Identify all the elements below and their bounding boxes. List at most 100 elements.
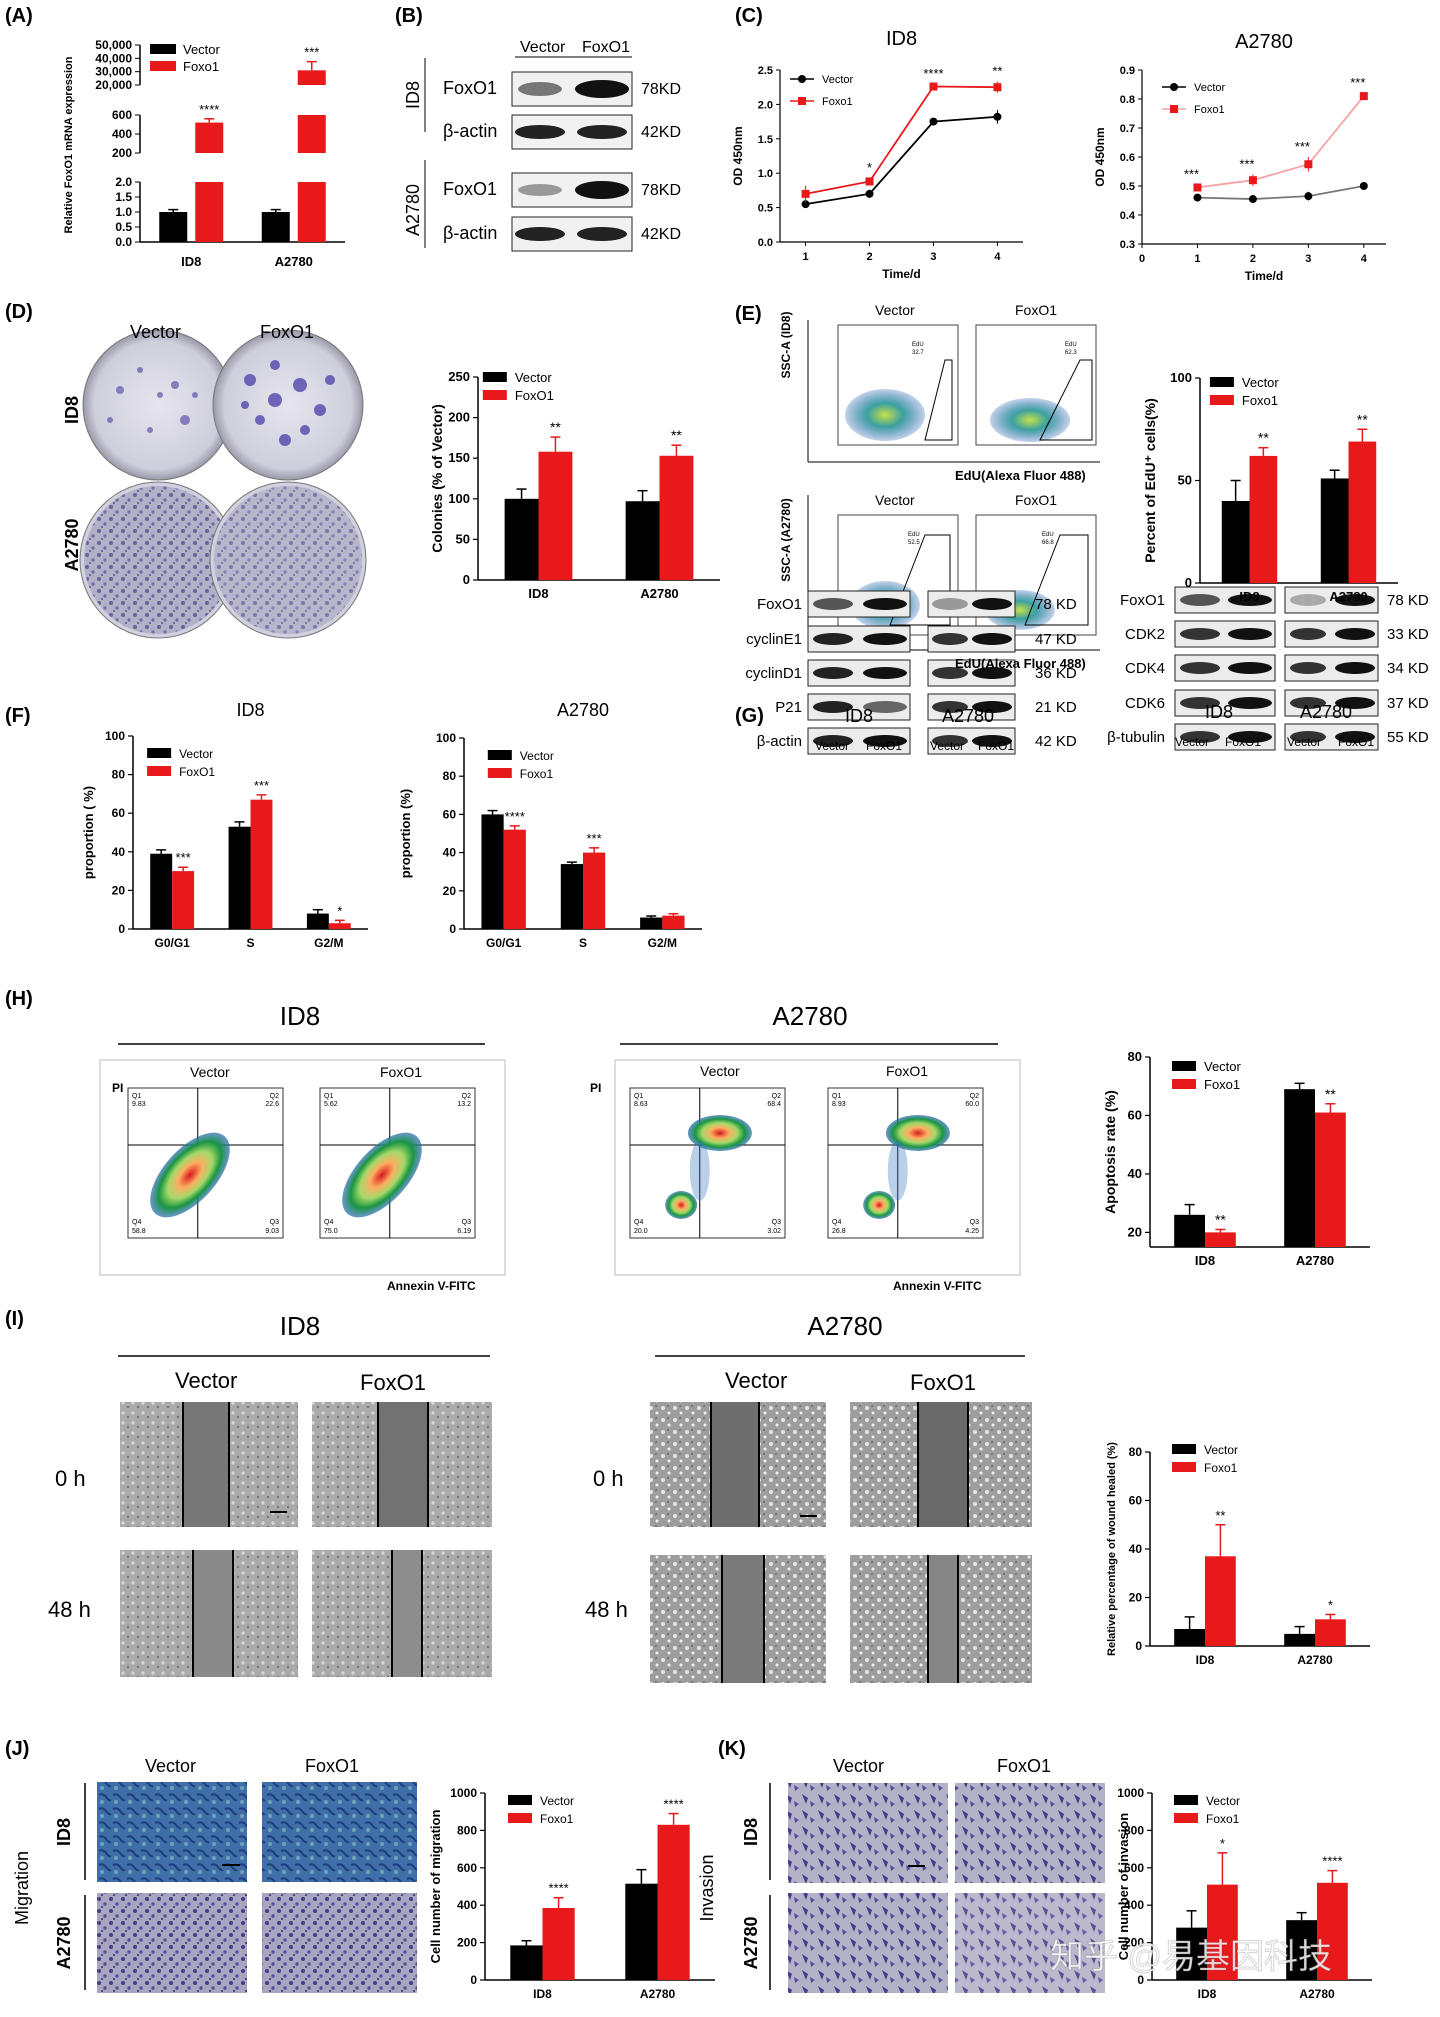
h-xaxis-1: Annexin V-FITC [387, 1279, 476, 1293]
legend-label: Vector [1204, 1059, 1242, 1074]
y-tick-label: 40 [1129, 1542, 1143, 1556]
legend-label: Foxo1 [822, 96, 853, 108]
panel-d-labels: Vector FoxO1 ID8 A2780 [62, 322, 314, 572]
y-axis-label: Relative FoxO1 mRNA expression [63, 56, 75, 233]
point-foxo1 [1248, 176, 1257, 185]
x-tick-label: 0 [1139, 253, 1145, 265]
bar-vector-id8 [159, 212, 188, 242]
legend-swatch-foxo1 [1209, 395, 1234, 405]
y-axis-label: Cell number of migration [428, 1810, 443, 1964]
chart-title: A2780 [1235, 31, 1293, 53]
y-tick-label: 100 [448, 491, 470, 506]
y-tick-label: 200 [457, 1936, 477, 1950]
significance-mark: *** [1295, 139, 1310, 154]
chart-F1: 0 20 40 60 80 100 *** G0/G1 *** S * G2/M ID8 Vector Fo… [81, 700, 368, 950]
h-quadrant-label: 60.0 [965, 1101, 979, 1108]
e-header-foxo1-2: FoxO1 [1015, 492, 1057, 508]
bar-vector-id8 [1176, 1927, 1207, 1980]
legend-label: Vector [1206, 1794, 1240, 1808]
y-tick-label: 600 [112, 108, 132, 122]
g-band-label: P21 [775, 699, 802, 716]
y-tick-label: 600 [457, 1861, 477, 1875]
i-title-a2780: A2780 [807, 1311, 882, 1341]
e-gate-value-2: 62.3 [1065, 350, 1077, 356]
y-tick-label: 40 [443, 846, 457, 860]
y-tick-label: 0.8 [1120, 94, 1135, 106]
i-time-0h-2: 0 h [593, 1466, 624, 1491]
legend-swatch-foxo1 [487, 768, 512, 778]
h-population [863, 1191, 896, 1219]
significance-mark: ** [550, 419, 561, 435]
legend-swatch-foxo1 [482, 390, 507, 400]
e-gate-value-4: 66.8 [1042, 540, 1054, 546]
legend-label: Foxo1 [183, 59, 219, 74]
b-size-78-1: 78KD [641, 81, 681, 98]
j-side-migration: Migration [12, 1851, 32, 1925]
b-header-foxo1: FoxO1 [582, 39, 630, 56]
x-tick-label: ID8 [533, 1987, 552, 2001]
g-band-size: 78 KD [1035, 596, 1077, 613]
panel-letter-j: (J) [5, 1738, 29, 1760]
significance-mark: **** [1322, 1854, 1342, 1869]
point-vector [1304, 192, 1313, 201]
g-band-size: 37 KD [1387, 695, 1429, 712]
bar-vector-id8 [1221, 501, 1250, 583]
legend-label: Vector [540, 1794, 574, 1808]
significance-mark: * [867, 160, 872, 175]
point-foxo1 [1359, 92, 1368, 101]
panel-letters: (A) (B) (C) (D) (E) (F) (G) (H) (I) (J) … [5, 5, 764, 1760]
bar-foxo1-id8 [195, 122, 224, 153]
significance-mark: ** [1357, 411, 1368, 427]
y-tick-label: 0.0 [758, 237, 773, 249]
y-axis-label: Percent of EdU⁺ cells(%) [1142, 398, 1158, 563]
y-tick-label: 250 [448, 369, 470, 384]
significance-mark: **** [199, 102, 219, 117]
g-title-a2780-left: A2780 [942, 706, 994, 726]
legend-swatch-vector [1172, 1444, 1196, 1454]
x-tick-label: 4 [1361, 253, 1368, 265]
g-band-size: 42 KD [1035, 733, 1077, 750]
h-population [687, 1115, 752, 1151]
panel-letter-i: (I) [5, 1308, 24, 1330]
y-tick-label: 80 [443, 769, 457, 783]
bar-vector-id8 [1174, 1629, 1205, 1646]
x-tick-label: A2780 [1299, 1987, 1335, 2001]
y-tick-label: 800 [1124, 1823, 1144, 1837]
y-tick-label: 0.0 [115, 235, 132, 249]
chart-F2: 0 20 40 60 80 100 **** G0/G1 *** S G2/M A2780 Vector… [398, 700, 702, 950]
significance-mark: ** [1258, 430, 1269, 446]
h-quadrant-label: Q3 [772, 1219, 781, 1226]
y-axis-label: Apoptosis rate (%) [1102, 1090, 1118, 1214]
h-quadrant-label: Q4 [832, 1219, 841, 1226]
panel-i-wound [118, 1355, 1032, 1683]
bar-vector-id8 [504, 498, 539, 580]
legend-swatch-vector [147, 748, 172, 758]
bar-foxo1-g0g1 [172, 871, 195, 929]
j-row-id8: ID8 [54, 1818, 74, 1846]
g-band-label: cyclinE1 [746, 631, 802, 648]
significance-mark: **** [923, 66, 943, 81]
legend-marker-foxo1 [798, 97, 806, 105]
b-size-42-2: 42KD [641, 226, 681, 243]
y-tick-label: 60 [1128, 1107, 1142, 1122]
chart-E: 0 50 100 ** ID8 ** A2780 Vector Foxo1 Percent of … [1142, 370, 1398, 604]
series-line-vector [1197, 185, 1364, 200]
chart-D: 0 50 100 150 200 250 ** ID8 ** A2780 Vector FoxO1 Co… [429, 369, 720, 601]
g-band-label: CDK6 [1125, 695, 1165, 712]
bar-foxo1-g2m [328, 923, 351, 929]
y-tick-label: 20 [1129, 1591, 1143, 1605]
h-quadrant-label: Q2 [772, 1093, 781, 1100]
g-hdr-v1: Vector [815, 739, 849, 753]
x-tick-label: 1 [803, 251, 809, 263]
panel-letter-a: (A) [5, 5, 33, 27]
series-line-foxo1 [805, 85, 998, 195]
g-band-size: 55 KD [1387, 729, 1429, 746]
h-yaxis-2: PI [590, 1081, 601, 1095]
y-tick-label: 60 [1129, 1494, 1143, 1508]
y-tick-label: 80 [1129, 1445, 1143, 1459]
y-tick-label: 800 [457, 1823, 477, 1837]
y-tick-label: 20,000 [95, 78, 132, 92]
bar-vector-a2780 [625, 1883, 658, 1980]
h-quadrant-label: 8.63 [634, 1101, 648, 1108]
d-row-id8: ID8 [62, 396, 82, 424]
